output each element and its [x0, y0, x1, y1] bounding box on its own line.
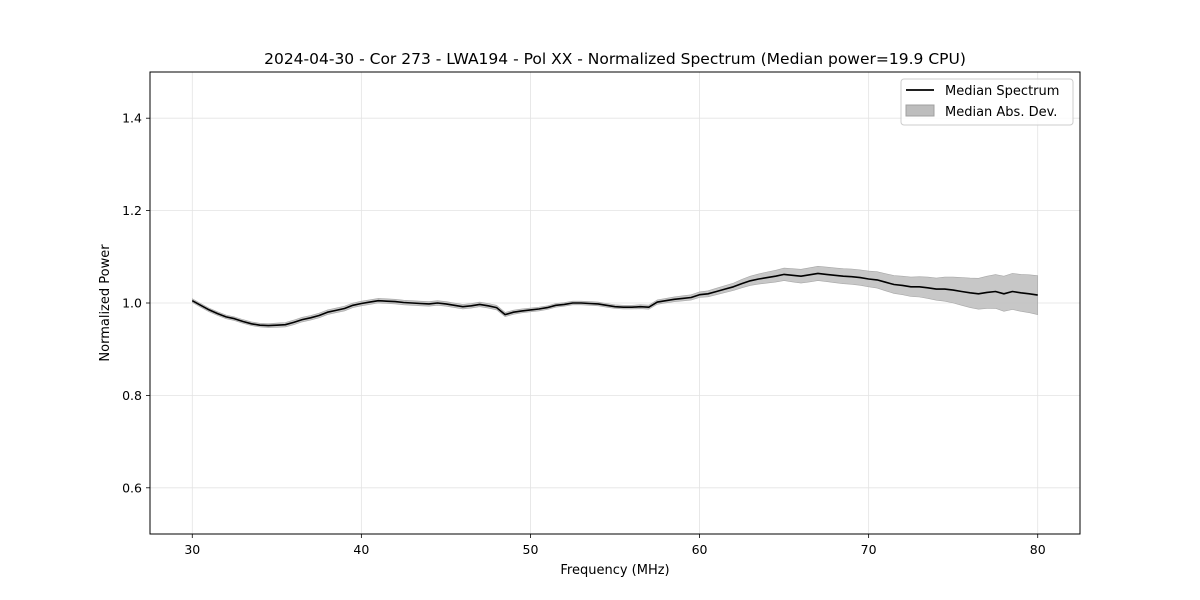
x-tick-label: 70 [861, 542, 877, 557]
x-axis-ticks: 30 40 50 60 70 80 [184, 534, 1046, 557]
x-tick-label: 80 [1030, 542, 1046, 557]
chart-title: 2024-04-30 - Cor 273 - LWA194 - Pol XX -… [264, 50, 966, 68]
mad-band-area [192, 265, 1038, 328]
mad-band [192, 265, 1038, 328]
y-axis-label: Normalized Power [98, 244, 113, 362]
x-tick-label: 50 [523, 542, 539, 557]
median-spectrum-path [191, 272, 1038, 327]
median-spectrum-line [191, 272, 1038, 327]
legend-box [900, 78, 1074, 126]
y-axis-ticks: 0.6 0.8 1.0 1.2 1.4 [122, 111, 150, 495]
legend-label-mad: Median Abs. Dev. [945, 105, 1057, 120]
legend: Median Spectrum Median Abs. Dev. [900, 78, 1074, 126]
y-tick-label: 0.6 [122, 480, 142, 495]
legend-label-median-spectrum: Median Spectrum [945, 84, 1059, 99]
legend-band-swatch [905, 104, 935, 117]
x-tick-label: 40 [353, 542, 369, 557]
y-tick-label: 1.4 [122, 111, 142, 126]
x-axis-label: Frequency (MHz) [560, 563, 669, 578]
y-tick-label: 0.8 [122, 388, 142, 403]
grid-lines [150, 72, 1080, 534]
y-tick-label: 1.0 [122, 296, 142, 311]
x-tick-label: 30 [184, 542, 200, 557]
y-tick-label: 1.2 [122, 203, 142, 218]
x-tick-label: 60 [692, 542, 708, 557]
